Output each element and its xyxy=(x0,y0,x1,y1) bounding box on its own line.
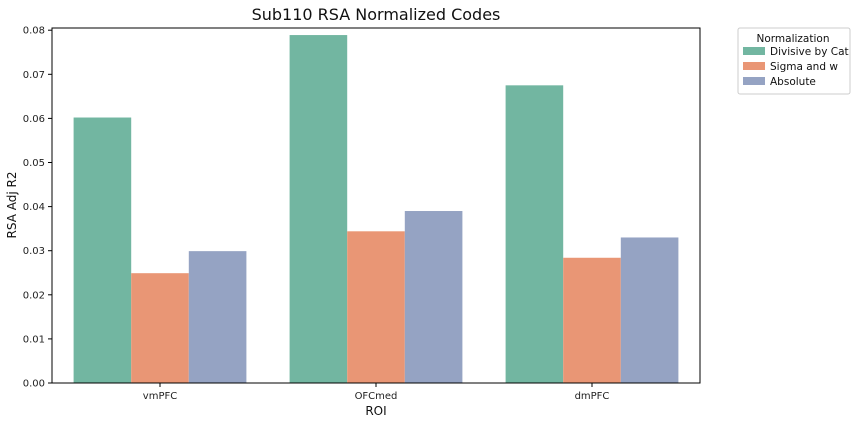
bar-OFCmed-sigma-and-w xyxy=(347,231,405,383)
y-tick-label: 0.08 xyxy=(23,26,45,37)
chart-title: Sub110 RSA Normalized Codes xyxy=(252,5,501,24)
legend-swatch xyxy=(743,77,765,85)
bar-dmPFC-divisive-by-cat xyxy=(505,85,564,383)
bar-dmPFC-sigma-and-w xyxy=(563,257,621,383)
legend-title: Normalization xyxy=(757,33,830,45)
y-tick-label: 0.06 xyxy=(23,114,45,125)
x-tick-label: vmPFC xyxy=(143,391,177,402)
bar-OFCmed-absolute xyxy=(404,211,463,383)
y-tick-label: 0.01 xyxy=(23,334,45,345)
x-tick-label: OFCmed xyxy=(355,391,398,402)
legend-frame xyxy=(737,27,851,95)
legend: Normalization Divisive by Cat Sigma and w… xyxy=(737,27,851,95)
y-tick-label: 0.02 xyxy=(23,290,45,301)
y-axis-title: RSA Adj R2 xyxy=(5,172,19,239)
x-axis-title: ROI xyxy=(365,404,386,418)
legend-items: Divisive by Cat Sigma and w Absolute xyxy=(743,46,849,88)
legend-swatch xyxy=(743,62,765,70)
y-tick-label: 0.07 xyxy=(23,70,45,81)
bar-vmPFC-divisive-by-cat xyxy=(73,117,132,384)
y-tick-label: 0.00 xyxy=(23,379,45,390)
y-tick-label: 0.03 xyxy=(23,246,45,257)
bar-vmPFC-absolute xyxy=(188,251,247,383)
legend-label: Absolute xyxy=(770,76,816,88)
plot-area: 0.00 0.01 0.02 0.03 0.04 0.05 0.06 0.07 0.08 vmPF… xyxy=(23,26,701,402)
x-tick-label: dmPFC xyxy=(575,391,610,402)
bar-OFCmed-divisive-by-cat xyxy=(289,35,348,384)
y-tick-label: 0.05 xyxy=(23,158,45,169)
legend-label: Sigma and w xyxy=(770,61,838,73)
bar-dmPFC-absolute xyxy=(620,237,679,383)
legend-label: Divisive by Cat xyxy=(770,46,849,58)
legend-swatch xyxy=(743,47,765,55)
bar-vmPFC-sigma-and-w xyxy=(131,273,189,383)
y-tick-label: 0.04 xyxy=(23,202,45,213)
